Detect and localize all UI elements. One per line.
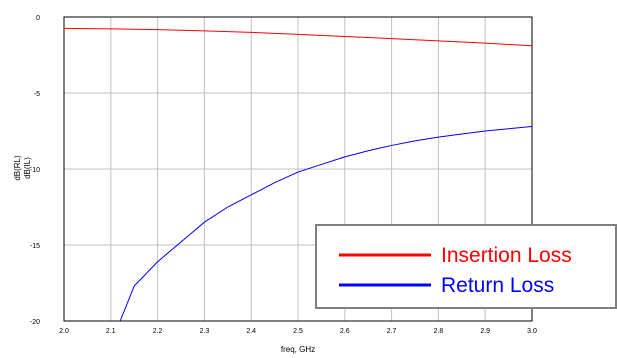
y-tick-label: -20 (30, 319, 40, 326)
y-tick-label: 0 (36, 15, 40, 22)
y-axis-label-line-2: dB(IL) (23, 157, 32, 179)
series-line-insertion-loss (63, 27, 533, 47)
x-axis-ticks: 2.0 2.1 2.2 2.3 2.4 2.5 2.6 2.7 2.8 2.9 3.0 (59, 328, 537, 335)
legend-label-return-loss: Return Loss (441, 274, 554, 297)
x-tick-label: 2.8 (434, 328, 444, 335)
x-tick-label: 2.1 (106, 328, 116, 335)
x-tick-label: 2.7 (387, 328, 397, 335)
x-tick-label: 2.0 (59, 328, 69, 335)
legend-label-insertion-loss: Insertion Loss (441, 244, 572, 267)
x-tick-label: 3.0 (527, 328, 537, 335)
y-tick-label: -10 (30, 167, 40, 174)
x-tick-label: 2.2 (153, 328, 163, 335)
series-line-return-loss (119, 125, 533, 322)
y-tick-label: -15 (30, 243, 40, 250)
y-tick-label: -5 (34, 91, 40, 98)
x-tick-label: 2.4 (246, 328, 256, 335)
legend-box (315, 224, 617, 309)
x-tick-label: 2.3 (200, 328, 210, 335)
plot-area (63, 16, 533, 322)
y-axis-label-line-1: dB(RL) (13, 155, 22, 181)
legend: Insertion Loss Return Loss (315, 224, 617, 309)
series-lines (63, 27, 533, 322)
x-tick-label: 2.9 (480, 328, 490, 335)
x-tick-label: 2.5 (293, 328, 303, 335)
x-tick-label: 2.6 (340, 328, 350, 335)
y-axis-ticks: 0 -5 -10 -15 -20 (30, 15, 40, 326)
x-axis-label: freq, GHz (281, 345, 315, 354)
grid-lines (64, 17, 532, 321)
y-axis-label: dB(RL) dB(IL) (13, 155, 32, 181)
